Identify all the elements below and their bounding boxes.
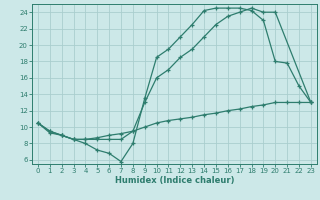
X-axis label: Humidex (Indice chaleur): Humidex (Indice chaleur) <box>115 176 234 185</box>
